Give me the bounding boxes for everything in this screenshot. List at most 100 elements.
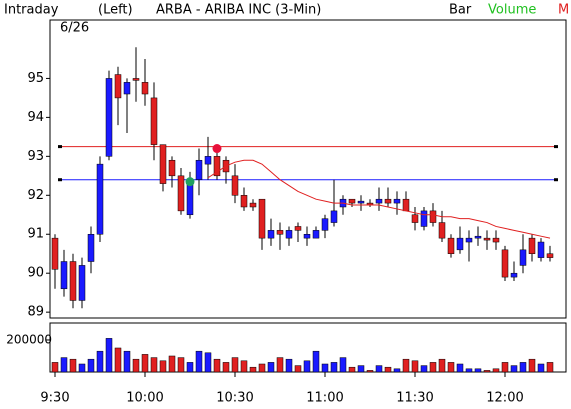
y-tick-label: 92: [27, 188, 44, 203]
candle-body: [150, 97, 158, 145]
volume-bar: [78, 363, 86, 373]
marker: [185, 177, 195, 187]
candle-body: [411, 214, 419, 223]
candle-body: [204, 156, 212, 165]
candle-body: [393, 198, 401, 204]
y-tick-label: 95: [27, 71, 44, 86]
volume-bar: [150, 357, 158, 373]
volume-bar: [402, 358, 410, 373]
candle-body: [330, 210, 338, 223]
candle-body: [492, 237, 500, 243]
volume-bar: [141, 354, 149, 373]
candle-body: [510, 272, 518, 278]
v-tick-label: 200000: [6, 332, 52, 346]
candle-body: [285, 230, 293, 239]
volume-bar: [411, 360, 419, 373]
volume-bar: [384, 366, 392, 373]
axis-side-label: (Left): [98, 3, 133, 18]
price-panel: [49, 19, 567, 319]
x-tick-label: 11:30: [396, 391, 433, 406]
x-tick-label: 10:30: [216, 391, 253, 406]
candle-body: [483, 237, 491, 241]
volume-bar: [510, 365, 518, 373]
candle-body: [132, 78, 140, 81]
candle-body: [348, 198, 356, 204]
candle-body: [384, 198, 392, 204]
candle-body: [240, 195, 248, 208]
volume-bar: [69, 358, 77, 373]
volume-bar: [339, 357, 347, 373]
volume-bar: [96, 350, 104, 373]
moving-average: [207, 159, 551, 239]
candle-body: [141, 82, 149, 95]
volume-bar: [465, 368, 473, 373]
candle-body: [231, 175, 239, 196]
candle-body: [303, 233, 311, 239]
volume-bar: [123, 350, 131, 373]
volume-bar: [420, 365, 428, 373]
candle-body: [267, 230, 275, 239]
volume-bar: [492, 368, 500, 373]
candle-body: [501, 249, 509, 278]
candle-body: [114, 74, 122, 99]
volume-bar: [258, 363, 266, 373]
volume-bar: [537, 363, 545, 373]
volume-bar: [546, 362, 554, 373]
volume-bar: [528, 358, 536, 373]
volume-bar: [186, 362, 194, 373]
volume-bar: [429, 362, 437, 373]
volume-bar: [501, 362, 509, 373]
y-tick-label: 91: [27, 227, 44, 242]
volume-label: Volume: [488, 3, 536, 18]
volume-bar: [303, 360, 311, 373]
candle-body: [195, 159, 203, 180]
hline-handle: [554, 178, 558, 182]
y-tick-label: 94: [27, 110, 44, 125]
date-label: 6/26: [60, 21, 89, 36]
volume-bar: [519, 362, 527, 373]
volume-bar: [393, 368, 401, 373]
volume-bar: [222, 362, 230, 373]
candle-body: [357, 200, 365, 204]
candle-body: [123, 82, 131, 95]
volume-bar: [483, 370, 491, 373]
candle-body: [51, 237, 59, 270]
candle-body: [447, 237, 455, 254]
y-tick-label: 89: [27, 305, 44, 320]
candle-body: [258, 198, 266, 239]
x-tick-label: 10:00: [126, 391, 163, 406]
candle-body: [402, 198, 410, 212]
volume-bar: [285, 358, 293, 373]
volume-bar: [267, 362, 275, 373]
candle-body: [87, 233, 95, 262]
m-label: M: [558, 3, 569, 18]
volume-bar: [231, 357, 239, 373]
volume-bar: [357, 365, 365, 373]
candle-body: [213, 156, 221, 177]
x-tick-label: 12:00: [486, 391, 523, 406]
candle-body: [294, 226, 302, 231]
candle-body: [105, 78, 113, 157]
volume-bar: [330, 362, 338, 373]
candle-body: [528, 237, 536, 254]
volume-bar: [177, 357, 185, 373]
candle-body: [465, 237, 473, 243]
candle-body: [60, 261, 68, 290]
volume-bar: [114, 347, 122, 373]
candle-body: [474, 235, 482, 239]
candle-body: [78, 265, 86, 301]
chart-title: ARBA - ARIBA INC (3-Min): [156, 3, 321, 18]
volume-bar: [294, 365, 302, 373]
volume-bar: [204, 352, 212, 373]
y-tick-label: 90: [27, 266, 44, 281]
volume-bar: [87, 358, 95, 373]
volume-bar: [51, 362, 59, 373]
volume-bar: [249, 366, 257, 373]
volume-bar: [438, 358, 446, 373]
volume-bar: [276, 357, 284, 373]
candle-body: [177, 175, 185, 212]
candle-body: [276, 230, 284, 235]
volume-bar: [195, 350, 203, 373]
volume-bar: [60, 357, 68, 373]
